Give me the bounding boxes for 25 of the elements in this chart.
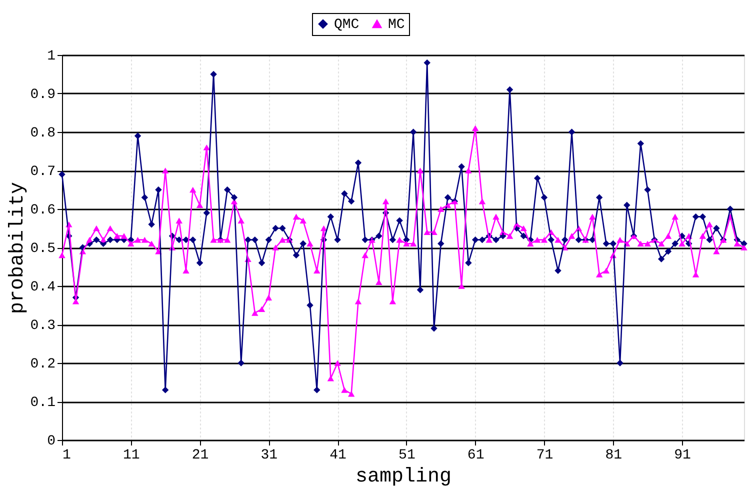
x-tick-label: 31	[260, 448, 278, 464]
y-tick-label: 0.5	[30, 241, 56, 257]
legend-label: MC	[388, 17, 405, 33]
y-tick-label: 0.1	[30, 395, 56, 411]
x-tick-label: 41	[330, 448, 346, 464]
x-tick-label: 1	[62, 448, 71, 464]
y-tick-label: 0.2	[30, 356, 56, 372]
y-tick-label: 0.8	[30, 126, 56, 142]
x-tick-label: 51	[398, 448, 416, 464]
x-tick-label: 11	[122, 448, 140, 464]
y-tick-label: 0.6	[30, 202, 56, 218]
x-tick-label: 71	[536, 448, 554, 464]
y-tick-label: 1	[47, 48, 56, 64]
y-tick-label: 0.7	[30, 164, 56, 180]
x-tick-label: 21	[192, 448, 209, 464]
y-tick-label: 0.3	[30, 318, 56, 334]
x-tick-label: 61	[467, 448, 484, 464]
x-tick-label: 81	[605, 448, 622, 464]
y-tick-label: 0.9	[30, 87, 56, 103]
y-tick-label: 0.4	[30, 280, 56, 296]
legend-label: QMC	[334, 17, 360, 33]
x-tick-label: 91	[674, 448, 691, 464]
x-axis-title: sampling	[355, 466, 452, 488]
y-tick-label: 0	[47, 434, 56, 450]
y-axis-title: probability	[6, 182, 30, 314]
